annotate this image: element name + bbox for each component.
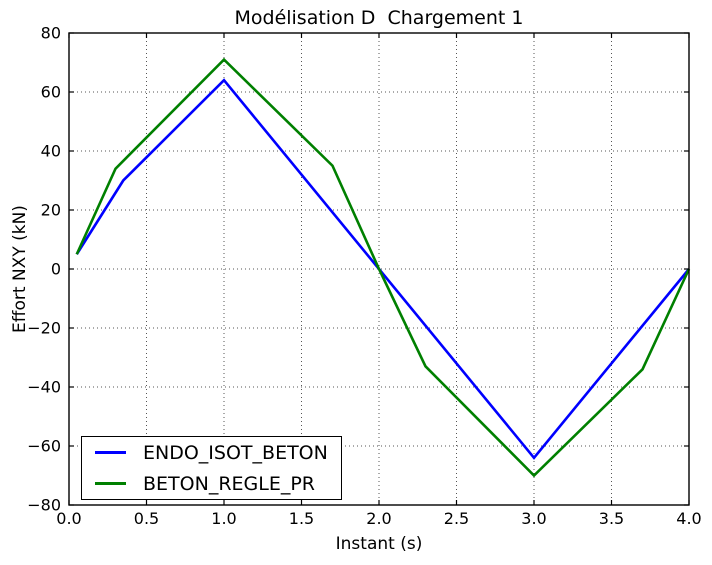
y-tick-label: −80 — [27, 496, 61, 515]
x-tick-label: 1.0 — [211, 509, 236, 528]
legend-label: BETON_REGLE_PR — [143, 472, 315, 495]
legend-line-sample-green — [95, 482, 126, 485]
x-tick-label: 3.0 — [521, 509, 546, 528]
x-tick-label: 4.0 — [676, 509, 701, 528]
chart-title: Modélisation D Chargement 1 — [234, 7, 524, 29]
y-tick-label: −40 — [27, 378, 61, 397]
y-tick-label: 0 — [51, 260, 61, 279]
x-tick-label: 2.5 — [444, 509, 469, 528]
x-tick-label: 0.5 — [134, 509, 159, 528]
legend-line-sample-blue — [95, 451, 126, 454]
x-tick-label: 1.5 — [289, 509, 314, 528]
x-tick-label: 3.5 — [599, 509, 624, 528]
y-tick-label: 80 — [41, 24, 61, 43]
y-tick-label: 40 — [41, 142, 61, 161]
series-line-beton_regle_pr — [75, 57, 691, 478]
x-tick-label: 0.0 — [56, 509, 81, 528]
series-line-endo_isot_beton — [75, 78, 691, 460]
x-tick-label: 2.0 — [366, 509, 391, 528]
legend-item-beton-regle-pr: BETON_REGLE_PR — [82, 468, 341, 499]
x-axis-label: Instant (s) — [335, 534, 423, 554]
y-tick-label: −20 — [27, 319, 61, 338]
legend-item-endo-isot-beton: ENDO_ISOT_BETON — [82, 437, 341, 468]
y-tick-label: 60 — [41, 83, 61, 102]
y-axis-label: Effort NXY (kN) — [10, 205, 30, 333]
legend: ENDO_ISOT_BETON BETON_REGLE_PR — [81, 436, 342, 500]
y-tick-label: 20 — [41, 201, 61, 220]
legend-label: ENDO_ISOT_BETON — [143, 441, 328, 464]
y-tick-label: −60 — [27, 437, 61, 456]
